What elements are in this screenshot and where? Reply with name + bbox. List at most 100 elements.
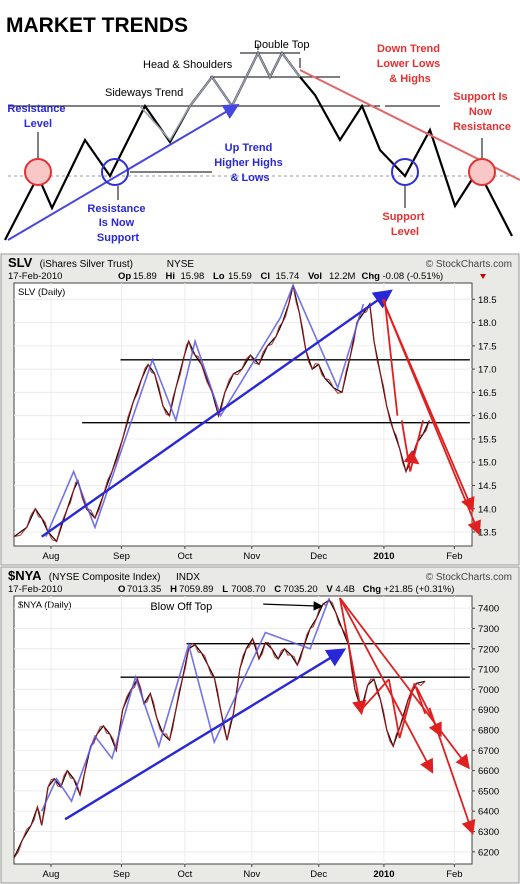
- chart-exchange: INDX: [176, 572, 200, 583]
- quote-value-hi: 15.98: [181, 271, 205, 282]
- chart-legend: SLV (Daily): [18, 287, 65, 298]
- chg-down-arrow: [480, 274, 486, 279]
- quote-key-lo: Lo: [213, 271, 225, 282]
- resistance-now-support-circle: [101, 158, 129, 186]
- head-shoulders-label: Head & Shoulders: [143, 59, 233, 71]
- resistance-circle: [24, 158, 52, 186]
- price-line-detail: [13, 599, 426, 859]
- x-tick-label: 2010: [373, 869, 394, 880]
- y-tick-label: 6200: [478, 847, 499, 858]
- slv-chart: SLV (iShares Silver Trust) NYSE © StockChar…: [0, 253, 520, 566]
- price-line-detail: [13, 283, 430, 543]
- x-tick-label: Nov: [243, 551, 260, 562]
- downtrend-arrow: [339, 597, 470, 770]
- resistance-now-support-label: Resistance Is Now Support: [87, 203, 148, 244]
- down-trend-line-1: Down Trend: [377, 43, 440, 55]
- quote-value-h: 7059.89: [179, 584, 213, 595]
- down-trend-line-3: & Highs: [389, 73, 431, 85]
- quote-value-op: 15.89: [133, 271, 157, 282]
- quote-value-c: 7035.20: [283, 584, 317, 595]
- resistance-level-line-2: Level: [24, 118, 52, 130]
- quote-key-o: O: [118, 584, 125, 595]
- chart-legend: $NYA (Daily): [18, 600, 72, 611]
- quote-key-l: L: [222, 584, 228, 595]
- y-tick-label: 14.5: [478, 481, 497, 492]
- resistance-level-label: Resistance Level: [7, 103, 68, 130]
- quote-value-chg: -0.08 (-0.51%): [383, 271, 444, 282]
- trend-patterns-diagram: MARKET TRENDS Double: [4, 14, 520, 244]
- swing-trend-lines: [40, 597, 331, 812]
- quote-key-op: Op: [118, 271, 131, 282]
- quote-value-l: 7008.70: [231, 584, 265, 595]
- y-tick-label: 7000: [478, 685, 499, 696]
- blow-off-top-label: Blow Off Top: [150, 601, 212, 613]
- support-now-res-line-1: Support Is: [453, 91, 507, 103]
- x-tick-label: Dec: [310, 869, 327, 880]
- y-tick-label: 15.0: [478, 458, 497, 469]
- legend-box: [16, 598, 90, 610]
- up-trend-line-2: Higher Highs: [214, 157, 282, 169]
- y-tick-label: 13.5: [478, 528, 497, 539]
- y-tick-label: 18.5: [478, 295, 497, 306]
- x-tick-label: Aug: [43, 869, 60, 880]
- y-tick-label: 17.0: [478, 365, 497, 376]
- chart-symbol: $NYA: [8, 568, 42, 583]
- downtrend-segment: [383, 299, 399, 416]
- sideways-trend-label: Sideways Trend: [105, 87, 183, 99]
- y-tick-label: 6700: [478, 746, 499, 757]
- quote-key-v: V: [326, 584, 333, 595]
- stockcharts-brand: © StockCharts.com: [426, 259, 512, 270]
- quote-value-cl: 15.74: [276, 271, 300, 282]
- support-now-resistance-circle: [468, 158, 496, 186]
- quote-key-chg: Chg: [362, 271, 381, 282]
- quote-key-vol: Vol: [308, 271, 322, 282]
- y-tick-label: 16.0: [478, 411, 497, 422]
- y-tick-label: 6800: [478, 726, 499, 737]
- resistance-level-line-1: Resistance: [7, 103, 65, 115]
- swing-trend-lines: [45, 283, 365, 538]
- x-tick-label: Aug: [43, 551, 60, 562]
- x-tick-label: Feb: [446, 869, 462, 880]
- x-tick-label: Feb: [446, 551, 462, 562]
- uptrend-arrow: [7, 103, 240, 241]
- quote-key-cl: Cl: [261, 271, 271, 282]
- chart-date: 17-Feb-2010: [8, 271, 62, 282]
- quote-key-h: H: [170, 584, 177, 595]
- quote-value-vol: 12.2M: [329, 271, 355, 282]
- legend-box: [16, 285, 84, 297]
- downtrend-segment: [388, 679, 401, 739]
- y-tick-label: 6500: [478, 786, 499, 797]
- chart-subtitle: (iShares Silver Trust): [40, 259, 133, 270]
- y-tick-label: 6900: [478, 705, 499, 716]
- chart-exchange: NYSE: [167, 259, 195, 270]
- y-tick-label: 7400: [478, 604, 499, 615]
- y-tick-label: 18.0: [478, 318, 497, 329]
- y-tick-label: 15.5: [478, 434, 497, 445]
- x-tick-label: Sep: [113, 869, 130, 880]
- res-now-support-line-1: Resistance: [87, 203, 145, 215]
- double-top-label: Double Top: [254, 39, 309, 51]
- downtrend-arrow: [339, 597, 367, 716]
- quote-value-v: 4.4B: [335, 584, 355, 595]
- y-tick-label: 7300: [478, 624, 499, 635]
- chart-symbol: SLV: [8, 255, 33, 270]
- y-tick-label: 7100: [478, 665, 499, 676]
- x-tick-label: Dec: [310, 551, 327, 562]
- uptrend-arrow: [41, 289, 393, 538]
- quote-key-chg: Chg: [363, 584, 382, 595]
- blow-off-top-arrow: [263, 601, 324, 611]
- support-now-resistance-label: Support Is Now Resistance: [453, 91, 511, 133]
- res-now-support-line-2: Is Now: [99, 217, 135, 229]
- downtrend-arrow: [403, 450, 420, 465]
- support-now-res-line-2: Now: [469, 106, 493, 118]
- y-tick-label: 6400: [478, 807, 499, 818]
- y-tick-label: 17.5: [478, 341, 497, 352]
- stockcharts-brand: © StockCharts.com: [426, 572, 512, 583]
- y-tick-label: 6600: [478, 766, 499, 777]
- y-tick-label: 16.5: [478, 388, 497, 399]
- support-level-label: Support Level: [382, 211, 427, 238]
- quote-key-c: C: [274, 584, 281, 595]
- quote-value-lo: 15.59: [228, 271, 252, 282]
- x-tick-label: Nov: [243, 869, 260, 880]
